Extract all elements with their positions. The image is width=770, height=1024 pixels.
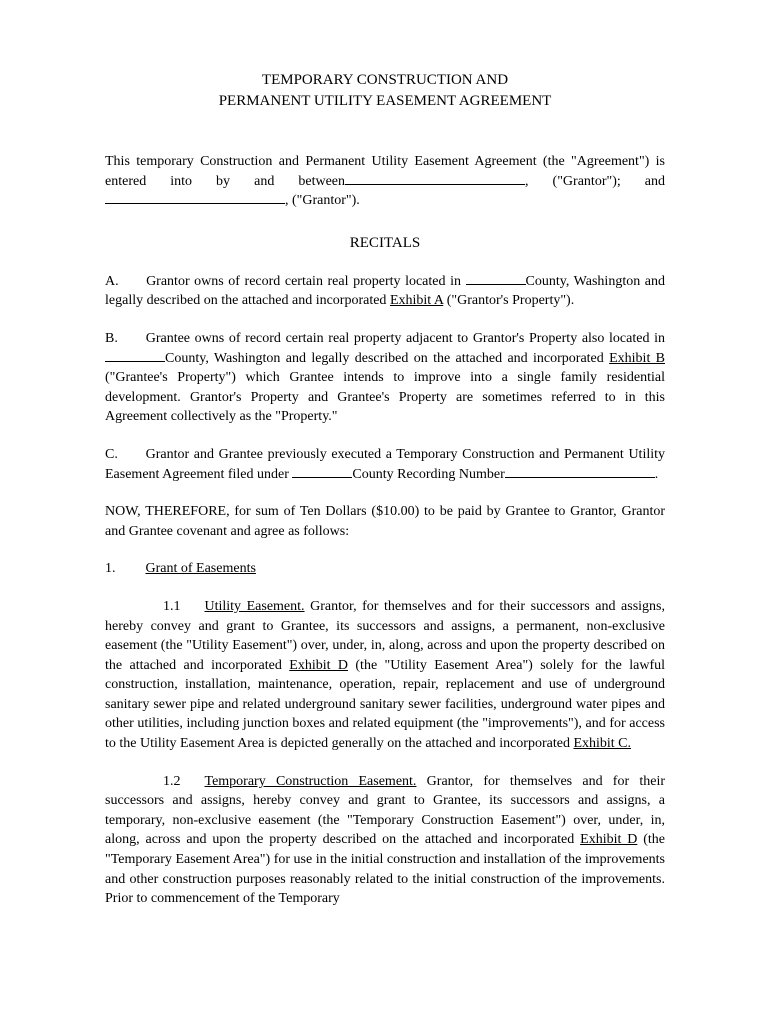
blank-county-b [105,361,165,362]
exhibit-a-ref: Exhibit A [390,293,443,308]
exhibit-d-ref-2: Exhibit D [580,832,637,847]
now-therefore: NOW, THEREFORE, for sum of Ten Dollars (… [105,502,665,541]
recitals-heading: RECITALS [105,233,665,254]
document-title: TEMPORARY CONSTRUCTION AND PERMANENT UTI… [105,70,665,112]
title-line-2: PERMANENT UTILITY EASEMENT AGREEMENT [105,91,665,112]
subsection-1-2-num: 1.2 [163,772,181,792]
recital-a-text-1: Grantor owns of record certain real prop… [146,274,465,289]
recital-a: A. Grantor owns of record certain real p… [105,272,665,311]
recital-a-text-3: ("Grantor's Property"). [443,293,574,308]
blank-recording-number [505,477,655,478]
recital-b: B. Grantee owns of record certain real p… [105,329,665,427]
recital-b-text-2: County, Washington and legally described… [165,351,609,366]
intro-text-3: , ("Grantor"). [285,193,360,208]
subsection-1-1: 1.1Utility Easement. Grantor, for themse… [105,597,665,754]
blank-grantor-1 [345,184,525,185]
intro-text-2: , ("Grantor"); and [525,174,665,189]
section-1-title: Grant of Easements [146,561,256,576]
recital-b-text-1: Grantee owns of record certain real prop… [146,331,665,346]
section-1-num: 1. [105,559,116,579]
subsection-1-1-title: Utility Easement. [205,599,305,614]
blank-county-a [466,284,526,285]
exhibit-d-ref-1: Exhibit D [289,658,348,673]
subsection-1-1-num: 1.1 [163,597,181,617]
title-line-1: TEMPORARY CONSTRUCTION AND [105,70,665,91]
intro-paragraph: This temporary Construction and Permanen… [105,152,665,211]
subsection-1-2: 1.2Temporary Construction Easement. Gran… [105,772,665,909]
section-1-heading: 1. Grant of Easements [105,559,665,579]
blank-grantor-2 [105,203,285,204]
subsection-1-2-title: Temporary Construction Easement. [205,774,417,789]
recital-b-label: B. [105,329,118,349]
recital-c: C. Grantor and Grantee previously execut… [105,445,665,484]
recital-b-text-3: ("Grantee's Property") which Grantee int… [105,370,665,424]
blank-county-c [292,477,352,478]
recital-a-label: A. [105,272,119,292]
recital-c-text-3: . [655,467,659,482]
recital-c-text-2: County Recording Number [352,467,504,482]
exhibit-b-ref: Exhibit B [609,351,665,366]
exhibit-c-ref: Exhibit C. [573,736,631,751]
recital-c-label: C. [105,445,118,465]
